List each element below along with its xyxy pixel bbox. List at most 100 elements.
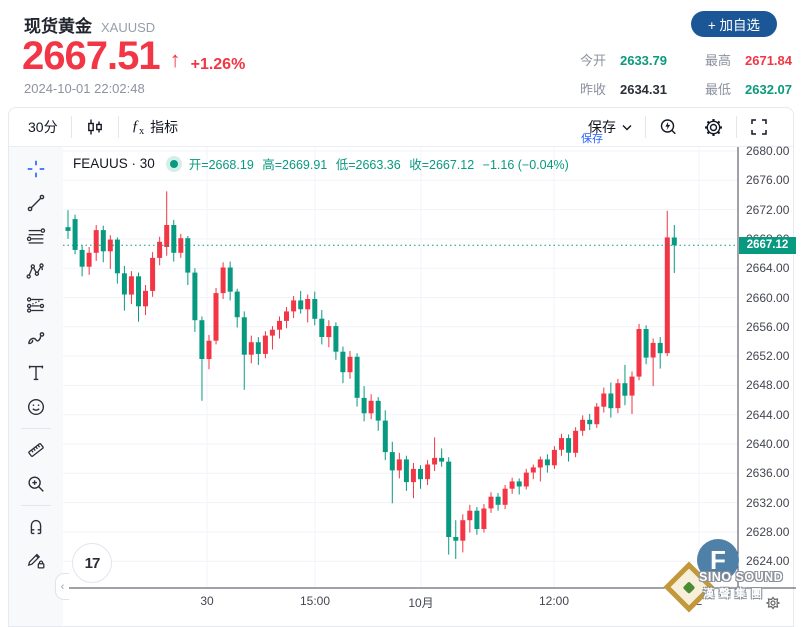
- trend-line-tool[interactable]: [19, 186, 53, 220]
- crosshair-tool[interactable]: [19, 152, 53, 186]
- up-arrow-icon: ↑: [169, 47, 181, 72]
- magnet-icon: [30, 519, 42, 535]
- legend-high: 高=2669.91: [262, 158, 328, 172]
- instrument-header: 现货黄金 XAUUSD: [24, 12, 155, 37]
- y-axis-label: 2628.00: [746, 524, 790, 539]
- crosshair-icon: [27, 160, 45, 178]
- chart-style-button[interactable]: [72, 108, 118, 146]
- y-axis-label: 2636.00: [746, 466, 790, 481]
- x-axis-label: 30: [200, 594, 214, 608]
- y-axis-label: 2640.00: [746, 437, 790, 451]
- time-scale[interactable]: 30 15:00 10月 12:00 2: [63, 589, 735, 613]
- stat-value: 2632.07: [745, 82, 792, 97]
- forecast-icon: [26, 297, 45, 313]
- y-axis-label: 2624.00: [746, 554, 790, 569]
- y-axis-label: 2656.00: [746, 319, 790, 334]
- quote-timestamp: 2024-10-01 22:02:48: [24, 81, 145, 96]
- magnet-tool[interactable]: [19, 510, 53, 544]
- toolbar-right: 保存 保存: [575, 108, 781, 146]
- y-axis-label: 2652.00: [746, 349, 790, 364]
- chart-toolbar: 30分 ƒx 指标 保存 保存: [9, 108, 793, 147]
- last-price: 2667.51: [22, 34, 161, 78]
- legend-close: 收=2667.12: [409, 158, 475, 172]
- market-status-icon: [165, 155, 182, 172]
- x-axis-label: 2: [695, 594, 703, 608]
- x-axis-label: 15:00: [299, 594, 331, 608]
- stat-label: 今开: [579, 53, 606, 68]
- fx-icon: ƒx: [131, 117, 145, 137]
- zoom-in-icon: [28, 476, 44, 492]
- save-button[interactable]: 保存 保存: [575, 108, 645, 146]
- stat-label: 最高: [704, 53, 731, 68]
- add-watchlist-button[interactable]: + 加自选: [690, 11, 777, 37]
- collapse-toolbar-button[interactable]: ‹: [55, 573, 69, 600]
- toolbar-divider: [645, 116, 646, 138]
- instrument-title: 现货黄金: [24, 17, 92, 36]
- chart-main: FEAUUS · 30 开=2668.19 高=2669.91 低=2663.3…: [9, 144, 796, 626]
- y-axis-label: 2644.00: [746, 407, 790, 422]
- stat-value: 2633.79: [619, 53, 667, 68]
- fib-retracement-icon: [26, 228, 46, 244]
- chart-widget: 30分 ƒx 指标 保存 保存: [8, 107, 796, 627]
- candles-icon: [87, 119, 102, 135]
- measure-tool[interactable]: [19, 433, 53, 467]
- zoom-in-tool[interactable]: [19, 467, 53, 501]
- chart-region: FEAUUS · 30 开=2668.19 高=2669.91 低=2663.3…: [63, 144, 796, 626]
- xabcd-pattern-tool[interactable]: [19, 254, 53, 288]
- tradingview-logo[interactable]: 17: [72, 543, 112, 583]
- legend-open: 开=2668.19: [188, 158, 254, 172]
- snapshot-button[interactable]: [646, 108, 691, 146]
- text-icon: [28, 365, 44, 381]
- indicators-label: 指标: [150, 119, 179, 135]
- brush-tool[interactable]: [19, 322, 53, 356]
- indicators-button[interactable]: ƒx 指标: [119, 108, 192, 146]
- drawing-toolbar: [9, 147, 63, 626]
- candlestick-plot[interactable]: [63, 147, 796, 613]
- price-scale[interactable]: 2680.002676.002672.002668.002664.002660.…: [739, 144, 796, 626]
- chart-legend[interactable]: FEAUUS · 30 开=2668.19 高=2669.91 低=2663.3…: [73, 154, 574, 173]
- smiley-icon: [27, 398, 45, 416]
- stat-label: 昨收: [579, 82, 606, 97]
- gear-icon: [705, 118, 722, 136]
- fullscreen-icon: [751, 119, 767, 135]
- x-axis-label: 10月: [408, 596, 434, 610]
- brush-icon: [27, 332, 45, 345]
- interval-selector[interactable]: 30分: [15, 108, 71, 146]
- snapshot-icon: [660, 118, 676, 134]
- legend-low: 低=2663.36: [335, 158, 401, 172]
- legend-ohlc: 开=2668.19 高=2669.91 低=2663.36 收=2667.12 …: [189, 154, 574, 173]
- text-tool[interactable]: [19, 356, 53, 390]
- y-axis-label: 2676.00: [746, 173, 790, 188]
- stat-item: 最低 2632.07: [705, 79, 792, 98]
- price-row: 2667.51 ↑ +1.26%: [22, 34, 245, 79]
- stat-value: 2671.84: [745, 53, 792, 68]
- tools-divider: [21, 505, 51, 506]
- ruler-icon: [28, 443, 44, 457]
- fullscreen-button[interactable]: [737, 108, 781, 146]
- y-axis-label: 2672.00: [746, 202, 790, 217]
- interval-label: 30分: [28, 119, 58, 135]
- toolbar-divider: [117, 116, 119, 138]
- toolbar-divider: [70, 116, 72, 138]
- y-axis-label: 2680.00: [746, 144, 790, 158]
- instrument-symbol: XAUUSD: [101, 20, 156, 35]
- y-axis-label: 2664.00: [746, 261, 790, 276]
- save-tooltip: 保存: [581, 133, 603, 145]
- pencil-lock-icon: [27, 553, 45, 569]
- trend-line-icon: [27, 194, 45, 212]
- x-axis-label: 12:00: [538, 594, 570, 608]
- fib-retracement-tool[interactable]: [19, 220, 53, 254]
- emoji-tool[interactable]: [19, 390, 53, 424]
- stat-label: 最低: [704, 82, 731, 97]
- stat-value: 2634.31: [619, 82, 667, 97]
- xabcd-pattern-icon: [26, 263, 44, 279]
- price-stats: 今开 2633.79 最高 2671.84 昨收 2634.31 最低 2632.07: [580, 50, 792, 98]
- change-percent: +1.26%: [190, 56, 246, 73]
- save-label: 保存: [588, 119, 616, 135]
- draw-lock-tool[interactable]: [19, 544, 53, 578]
- stat-item: 昨收 2634.31: [580, 79, 667, 98]
- toolbar-divider: [736, 116, 737, 138]
- chevron-down-icon: [622, 124, 632, 130]
- forecast-tool[interactable]: [19, 288, 53, 322]
- settings-button[interactable]: [691, 108, 736, 146]
